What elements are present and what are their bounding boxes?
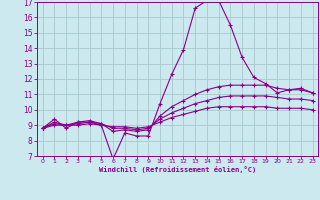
X-axis label: Windchill (Refroidissement éolien,°C): Windchill (Refroidissement éolien,°C) [99, 166, 256, 173]
